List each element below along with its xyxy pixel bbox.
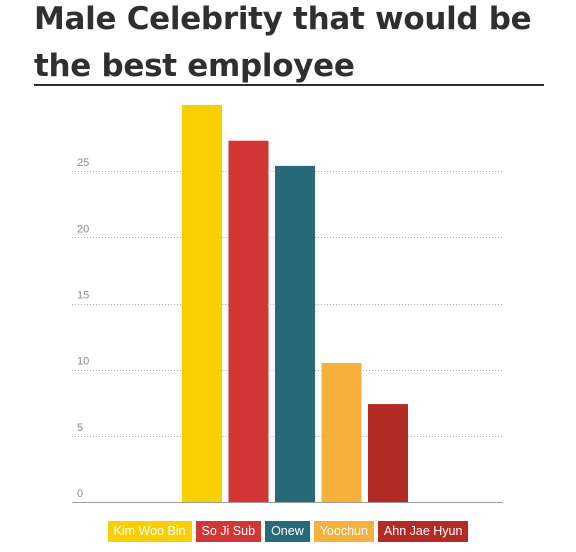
y-tick-label: 20 <box>77 223 89 235</box>
legend-item: Onew <box>265 521 310 542</box>
y-tick-label: 0 <box>77 488 83 500</box>
gridlines <box>72 171 503 503</box>
chart-title: Male Celebrity that would be the best em… <box>34 1 532 84</box>
y-axis-ticks: 0 5 10 15 20 25 <box>77 157 89 500</box>
y-tick-label: 10 <box>77 356 89 368</box>
legend-item: Ahn Jae Hyun <box>377 521 469 542</box>
bar <box>182 105 222 502</box>
legend-item: So Ji Sub <box>195 521 262 542</box>
bar <box>368 404 408 502</box>
y-tick-label: 25 <box>77 157 89 169</box>
bar <box>228 140 269 503</box>
y-tick-label: 5 <box>77 422 83 434</box>
bar <box>321 363 362 502</box>
bars <box>182 105 408 503</box>
legend-item: Kim Woo Bin <box>107 521 192 542</box>
legend-item: Yoochun <box>313 521 374 542</box>
bar <box>275 165 315 502</box>
title-underline <box>34 84 544 86</box>
legend: Kim Woo Bin So Ji Sub Onew Yoochun Ahn Jae H… <box>0 521 576 542</box>
y-tick-label: 15 <box>77 290 89 302</box>
